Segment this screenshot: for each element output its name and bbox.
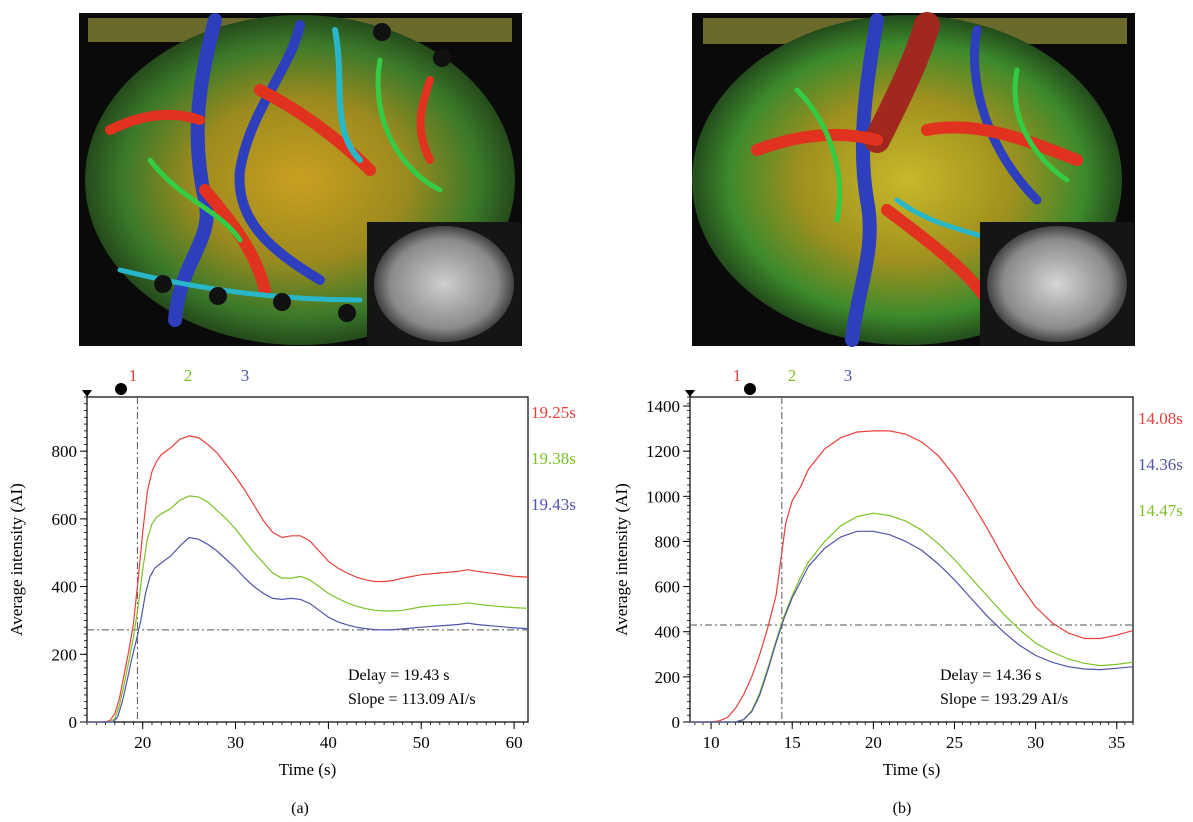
- x-tick-label: 10: [703, 733, 720, 752]
- y-tick-label: 1000: [646, 487, 680, 506]
- y-tick-label: 400: [655, 623, 681, 642]
- series-line-2: [690, 512, 1134, 723]
- y-axis-label: Average intensity (AI): [612, 483, 631, 636]
- delay-annotation: Delay = 19.43 s: [348, 667, 449, 684]
- y-tick-label: 600: [655, 578, 681, 597]
- arrival-time-label: 19.43s: [531, 495, 576, 514]
- panel-label: (a): [291, 800, 309, 817]
- x-axis-label: Time (s): [279, 760, 336, 779]
- panel-label: (b): [893, 800, 912, 817]
- arrival-time-label: 14.47s: [1138, 501, 1183, 520]
- series-line-3: [690, 530, 1134, 723]
- x-tick-label: 25: [946, 733, 963, 752]
- x-tick-label: 60: [506, 733, 523, 752]
- top-marker-label: 3: [241, 366, 250, 385]
- top-marker-label: 2: [184, 366, 193, 385]
- chart-b: 10 15 20 25 30 35 0 200 400 600 800 1000 1200 1400 Tim…: [612, 366, 1183, 817]
- top-marker-label: 1: [733, 366, 742, 385]
- top-marker-label: 3: [844, 366, 853, 385]
- x-tick-label: 30: [1027, 733, 1044, 752]
- series-line-3: [87, 536, 529, 723]
- series-line-2: [87, 495, 529, 723]
- plot-frame: [689, 396, 1134, 723]
- y-tick-label: 400: [52, 578, 78, 597]
- x-tick-label: 35: [1108, 733, 1125, 752]
- timeline-dot-marker: [115, 383, 127, 395]
- top-marker-label: 1: [129, 366, 138, 385]
- y-tick-label: 600: [52, 510, 78, 529]
- top-marker-label: 2: [788, 366, 797, 385]
- arrival-time-label: 14.08s: [1138, 409, 1183, 428]
- timeline-start-marker: [685, 390, 695, 397]
- series-line-1: [690, 430, 1134, 723]
- delay-annotation: Delay = 14.36 s: [940, 667, 1041, 684]
- y-tick-label: 200: [52, 645, 78, 664]
- x-tick-label: 50: [413, 733, 430, 752]
- arrival-time-label: 19.38s: [531, 449, 576, 468]
- panel-a: 20 30 40 50 60 0 200 400 600 800 Time (s) Average i…: [0, 0, 596, 822]
- y-tick-label: 200: [655, 668, 681, 687]
- x-tick-label: 15: [784, 733, 801, 752]
- timeline-dot-marker: [744, 383, 756, 395]
- y-tick-label: 0: [672, 713, 681, 732]
- series-line-1: [87, 435, 529, 723]
- plot-frame: [86, 396, 529, 723]
- panel-b: 10 15 20 25 30 35 0 200 400 600 800 1000 1200 1400 Tim…: [597, 0, 1193, 822]
- x-axis-label: Time (s): [883, 760, 940, 779]
- slope-annotation: Slope = 113.09 AI/s: [348, 691, 476, 708]
- x-tick-label: 30: [227, 733, 244, 752]
- x-tick-label: 40: [320, 733, 337, 752]
- timeline-start-marker: [82, 390, 92, 397]
- y-tick-label: 1200: [646, 442, 680, 461]
- x-tick-label: 20: [134, 733, 151, 752]
- y-axis-label: Average intensity (AI): [7, 483, 26, 636]
- brain-perfusion-image-b: 10 15 20 25 30 35 0 200 400 600 800 1000 1200 1400 Tim…: [612, 12, 1183, 817]
- y-tick-label: 800: [655, 532, 681, 551]
- y-tick-label: 800: [52, 442, 78, 461]
- y-tick-label: 0: [69, 713, 78, 732]
- arrival-time-label: 14.36s: [1138, 455, 1183, 474]
- x-tick-label: 20: [865, 733, 882, 752]
- slope-annotation: Slope = 193.29 AI/s: [940, 691, 1068, 708]
- arrival-time-label: 19.25s: [531, 403, 576, 422]
- y-tick-label: 1400: [646, 397, 680, 416]
